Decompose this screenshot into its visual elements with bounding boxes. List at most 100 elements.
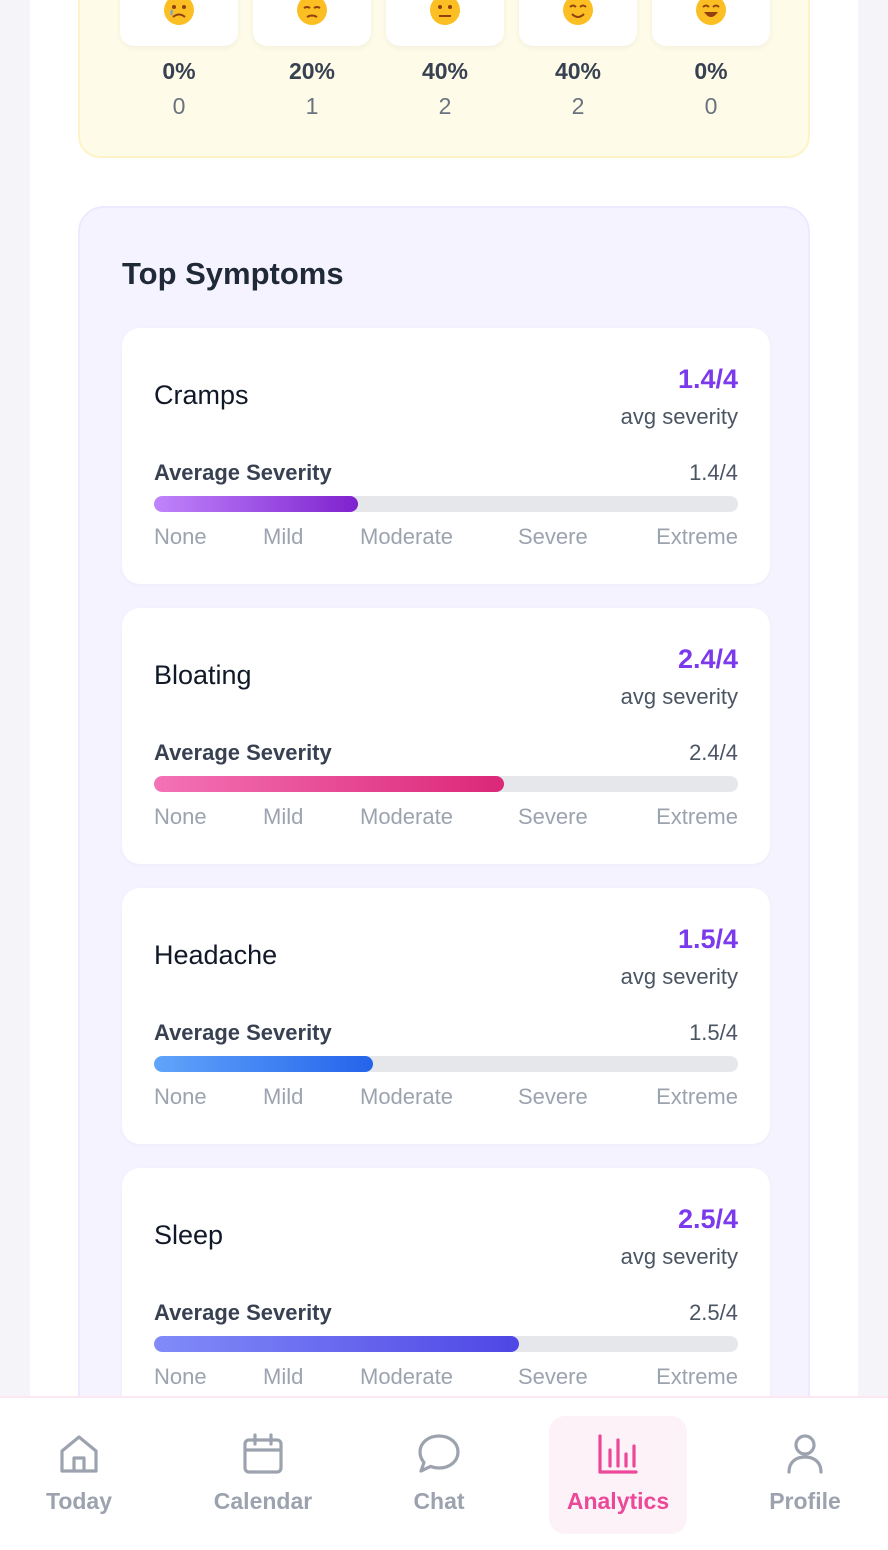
mood-percent: 0% (694, 58, 728, 84)
scale-label: Moderate (360, 1084, 453, 1109)
average-severity-label: Average Severity (154, 1300, 332, 1325)
mood-item: 20% 1 (253, 0, 371, 120)
scale-label: Moderate (360, 1364, 453, 1389)
mood-count: 2 (438, 93, 452, 119)
scale-label: Mild (263, 1084, 304, 1109)
grinning-face-icon (696, 0, 726, 25)
bar-chart-icon (598, 1434, 638, 1474)
smiling-face-icon (563, 0, 593, 25)
symptom-score: 2.4/4 (677, 644, 738, 674)
nav-item-today[interactable]: Today (20, 1416, 138, 1534)
mood-percent: 40% (554, 58, 602, 84)
nav-item-profile[interactable]: Profile (746, 1416, 864, 1534)
symptom-card[interactable]: Sleep 2.5/4 avg severity Average Severit… (122, 1168, 770, 1424)
mood-emoji-box[interactable] (120, 0, 238, 46)
mood-count: 0 (704, 93, 718, 119)
home-icon (60, 1435, 98, 1473)
symptom-name: Sleep (154, 1220, 224, 1250)
mood-distribution-panel: 0% 0 20% 1 40% 2 (78, 0, 810, 158)
mood-item: 40% 2 (386, 0, 504, 120)
average-severity-label: Average Severity (154, 460, 332, 485)
scale-label: Mild (263, 804, 304, 829)
mood-emoji-box[interactable] (253, 0, 371, 46)
symptom-name: Headache (154, 940, 278, 970)
section-title: Top Symptoms (122, 256, 344, 291)
scale-label: Mild (263, 524, 304, 549)
scale-label: Extreme (656, 524, 738, 549)
nav-item-chat[interactable]: Chat (380, 1416, 498, 1534)
mood-count: 0 (172, 93, 186, 119)
scale-label: Moderate (360, 804, 453, 829)
mood-emoji-box[interactable] (386, 0, 504, 46)
severity-bar-fill (154, 1056, 373, 1072)
scale-label: Severe (518, 524, 588, 549)
chat-bubble-icon (418, 1434, 460, 1473)
average-severity-value: 1.4/4 (689, 460, 738, 485)
severity-scale: None Mild Moderate Severe Extreme (154, 524, 738, 552)
scale-label: Severe (518, 1084, 588, 1109)
average-severity-value: 2.4/4 (689, 740, 738, 765)
average-severity-label: Average Severity (154, 740, 332, 765)
severity-bar-track (154, 496, 738, 512)
avg-severity-caption: avg severity (620, 1244, 738, 1269)
mood-item: 0% 0 (120, 0, 238, 120)
symptom-score: 1.5/4 (677, 924, 738, 954)
severity-bar-fill (154, 496, 359, 512)
calendar-icon (243, 1433, 283, 1474)
nav-label: Analytics (566, 1488, 670, 1514)
top-symptoms-panel: Top Symptoms Cramps 1.4/4 avg severity A… (78, 206, 810, 1466)
avg-severity-caption: avg severity (620, 684, 738, 709)
avg-severity-caption: avg severity (620, 404, 738, 429)
nav-item-calendar[interactable]: Calendar (192, 1416, 334, 1534)
symptom-score: 1.4/4 (677, 364, 738, 394)
nav-item-analytics[interactable]: Analytics (549, 1416, 687, 1534)
mood-percent: 20% (288, 58, 336, 84)
mood-count: 1 (305, 93, 319, 119)
nav-label: Profile (769, 1488, 841, 1514)
symptom-score: 2.5/4 (677, 1204, 738, 1234)
severity-scale: None Mild Moderate Severe Extreme (154, 804, 738, 832)
severity-bar-track (154, 1056, 738, 1072)
mood-count: 2 (571, 93, 585, 119)
symptom-card[interactable]: Headache 1.5/4 avg severity Average Seve… (122, 888, 770, 1144)
scale-label: Severe (518, 1364, 588, 1389)
symptom-name: Cramps (154, 380, 249, 410)
symptom-card[interactable]: Bloating 2.4/4 avg severity Average Seve… (122, 608, 770, 864)
severity-bar-fill (154, 1336, 519, 1352)
symptom-name: Bloating (154, 660, 252, 690)
scale-label: Extreme (656, 1364, 738, 1389)
mood-percent: 40% (421, 58, 469, 84)
user-icon (787, 1434, 823, 1474)
scale-label: Moderate (360, 524, 453, 549)
scale-label: Mild (263, 1364, 304, 1389)
nav-label: Chat (413, 1488, 465, 1514)
scale-label: Severe (518, 804, 588, 829)
severity-scale: None Mild Moderate Severe Extreme (154, 1084, 738, 1112)
scale-label: None (154, 804, 207, 829)
crying-face-icon (164, 0, 194, 25)
mood-emoji-box[interactable] (652, 0, 770, 46)
average-severity-value: 1.5/4 (689, 1020, 738, 1045)
symptom-card[interactable]: Cramps 1.4/4 avg severity Average Severi… (122, 328, 770, 584)
mood-percent: 0% (162, 58, 196, 84)
avg-severity-caption: avg severity (620, 964, 738, 989)
mood-emoji-box[interactable] (519, 0, 637, 46)
mood-item: 0% 0 (652, 0, 770, 120)
bottom-nav: Today Calendar Chat Analytics (0, 1396, 888, 1550)
severity-bar-track (154, 776, 738, 792)
average-severity-label: Average Severity (154, 1020, 332, 1045)
scale-label: Extreme (656, 1084, 738, 1109)
scale-label: None (154, 1364, 207, 1389)
severity-bar-track (154, 1336, 738, 1352)
average-severity-value: 2.5/4 (689, 1300, 738, 1325)
nav-label: Today (45, 1488, 113, 1514)
mood-item: 40% 2 (519, 0, 637, 120)
severity-scale: None Mild Moderate Severe Extreme (154, 1364, 738, 1392)
neutral-face-icon (430, 0, 460, 25)
severity-bar-fill (154, 776, 505, 792)
nav-label: Calendar (213, 1488, 313, 1514)
scale-label: None (154, 1084, 207, 1109)
pensive-face-icon (297, 0, 327, 25)
scale-label: None (154, 524, 207, 549)
scale-label: Extreme (656, 804, 738, 829)
